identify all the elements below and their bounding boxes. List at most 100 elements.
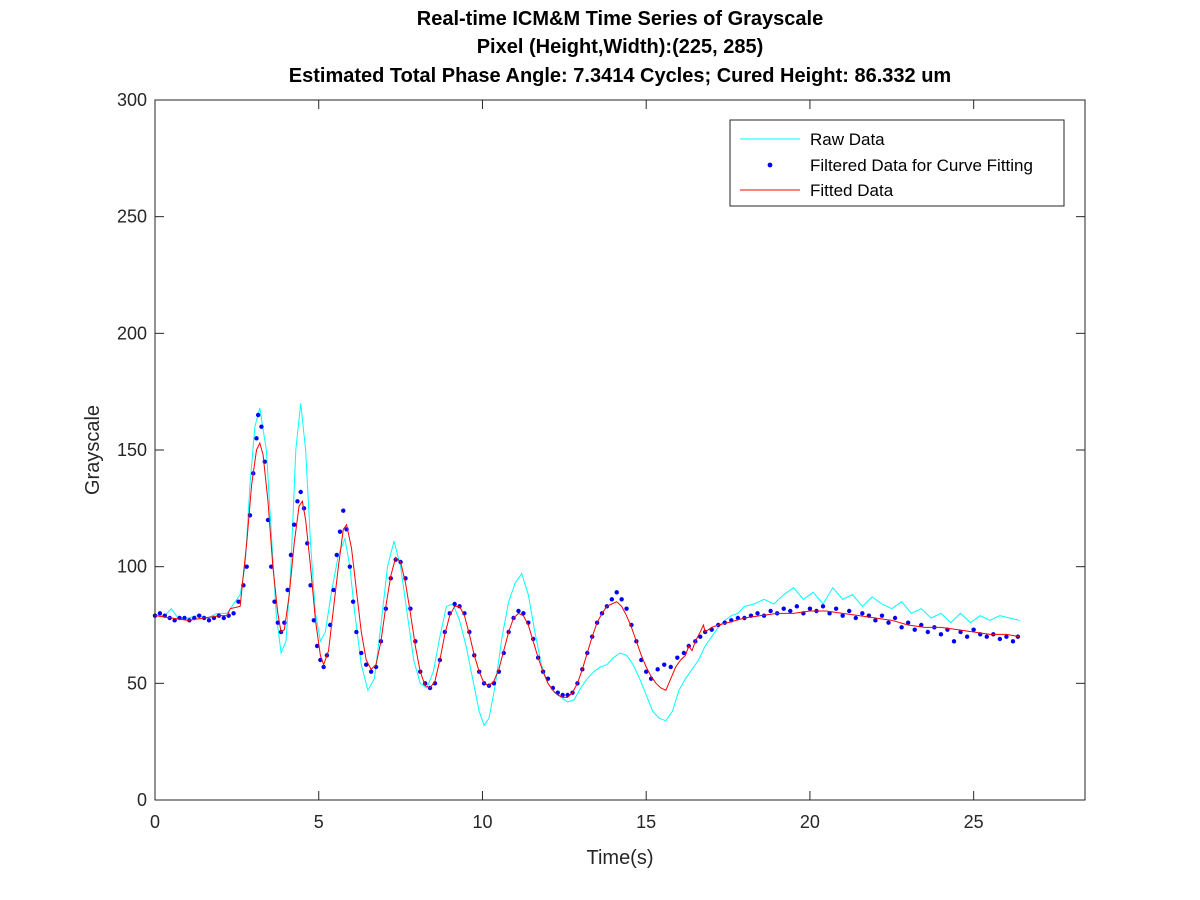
x-tick-label: 10	[472, 812, 492, 832]
data-point	[244, 564, 249, 569]
data-point	[668, 664, 673, 670]
data-point	[614, 590, 619, 595]
data-point	[827, 611, 832, 616]
data-point	[997, 636, 1003, 642]
data-point	[951, 639, 957, 644]
data-point	[964, 634, 970, 639]
data-point	[853, 615, 858, 621]
data-point	[655, 667, 660, 672]
data-point	[368, 669, 374, 674]
y-axis-label: Grayscale	[82, 405, 104, 495]
data-point	[331, 587, 336, 593]
x-tick-label: 25	[964, 812, 984, 832]
data-point	[886, 620, 891, 625]
y-tick-label: 0	[137, 790, 147, 810]
data-point	[560, 692, 565, 698]
data-point	[305, 541, 310, 546]
y-tick-label: 50	[127, 673, 147, 693]
legend-label-fitted-data: Fitted Data	[810, 181, 894, 200]
x-tick-label: 5	[314, 812, 324, 832]
data-point	[172, 618, 177, 623]
y-tick-label: 100	[117, 557, 147, 577]
data-point	[675, 655, 680, 660]
data-point	[781, 606, 786, 611]
data-point	[755, 611, 760, 616]
data-point	[359, 650, 364, 656]
chart-title: Real-time ICM&M Time Series of Grayscale…	[289, 8, 951, 87]
legend: Raw Data Filtered Data for Curve Fitting…	[729, 119, 1065, 207]
data-point	[662, 662, 667, 667]
y-tick-label: 150	[117, 440, 147, 460]
data-point	[314, 643, 320, 649]
title-line-3: Estimated Total Phase Angle: 7.3414 Cycl…	[289, 65, 951, 87]
data-point	[341, 508, 346, 513]
series-line-fitted-data	[154, 441, 1020, 698]
data-point	[958, 629, 963, 635]
data-point	[452, 601, 457, 607]
data-point	[206, 618, 212, 623]
data-point	[698, 634, 703, 639]
data-point	[288, 552, 294, 558]
data-point	[905, 620, 911, 625]
data-point	[321, 664, 326, 670]
data-point	[788, 608, 793, 614]
data-point	[925, 629, 931, 635]
data-point	[259, 424, 264, 429]
plot-background	[155, 100, 1085, 800]
data-point	[291, 522, 297, 527]
data-point	[254, 436, 259, 441]
x-tick-label: 20	[800, 812, 820, 832]
data-point	[820, 604, 826, 609]
data-point	[644, 669, 649, 674]
data-point	[272, 599, 277, 604]
x-axis-label: Time(s)	[586, 847, 653, 869]
data-point	[231, 611, 236, 616]
data-point	[1010, 639, 1016, 644]
title-line-1: Real-time ICM&M Time Series of Grayscale	[417, 8, 823, 30]
legend-label-raw-data: Raw Data	[810, 130, 885, 149]
data-point	[919, 622, 924, 628]
legend-swatch-filtered-data	[767, 162, 773, 168]
x-tick-label: 15	[636, 812, 656, 832]
series-line-raw-data	[155, 403, 1020, 727]
series-layer	[152, 403, 1021, 727]
data-point	[899, 625, 904, 630]
data-point	[681, 650, 687, 656]
data-point	[938, 632, 944, 637]
data-point	[624, 606, 629, 611]
data-point	[840, 613, 845, 618]
data-point	[337, 529, 343, 534]
data-point	[255, 412, 261, 418]
legend-box	[729, 119, 1065, 207]
data-point	[1004, 634, 1009, 639]
data-point	[807, 606, 813, 611]
data-point	[236, 599, 241, 604]
data-point	[847, 608, 852, 614]
legend-label-filtered-data: Filtered Data for Curve Fitting	[810, 156, 1033, 175]
data-point	[182, 615, 187, 621]
title-line-2: Pixel (Height,Width):(225, 285)	[477, 36, 764, 58]
y-tick-label: 200	[117, 323, 147, 343]
data-point	[516, 608, 521, 614]
data-point	[912, 627, 917, 632]
data-point	[350, 599, 356, 604]
data-point	[354, 629, 359, 635]
data-point	[971, 627, 976, 632]
y-tick-label: 250	[117, 207, 147, 227]
data-point	[873, 618, 878, 623]
data-point	[609, 597, 615, 602]
data-point	[833, 606, 839, 611]
data-point	[521, 611, 526, 616]
data-point	[197, 613, 202, 618]
data-point	[157, 611, 163, 616]
data-point	[794, 604, 800, 609]
data-point	[768, 608, 773, 614]
x-tick-label: 0	[150, 812, 160, 832]
data-point	[308, 583, 313, 588]
data-point	[295, 499, 300, 504]
data-point	[334, 552, 339, 558]
data-point	[619, 597, 624, 602]
